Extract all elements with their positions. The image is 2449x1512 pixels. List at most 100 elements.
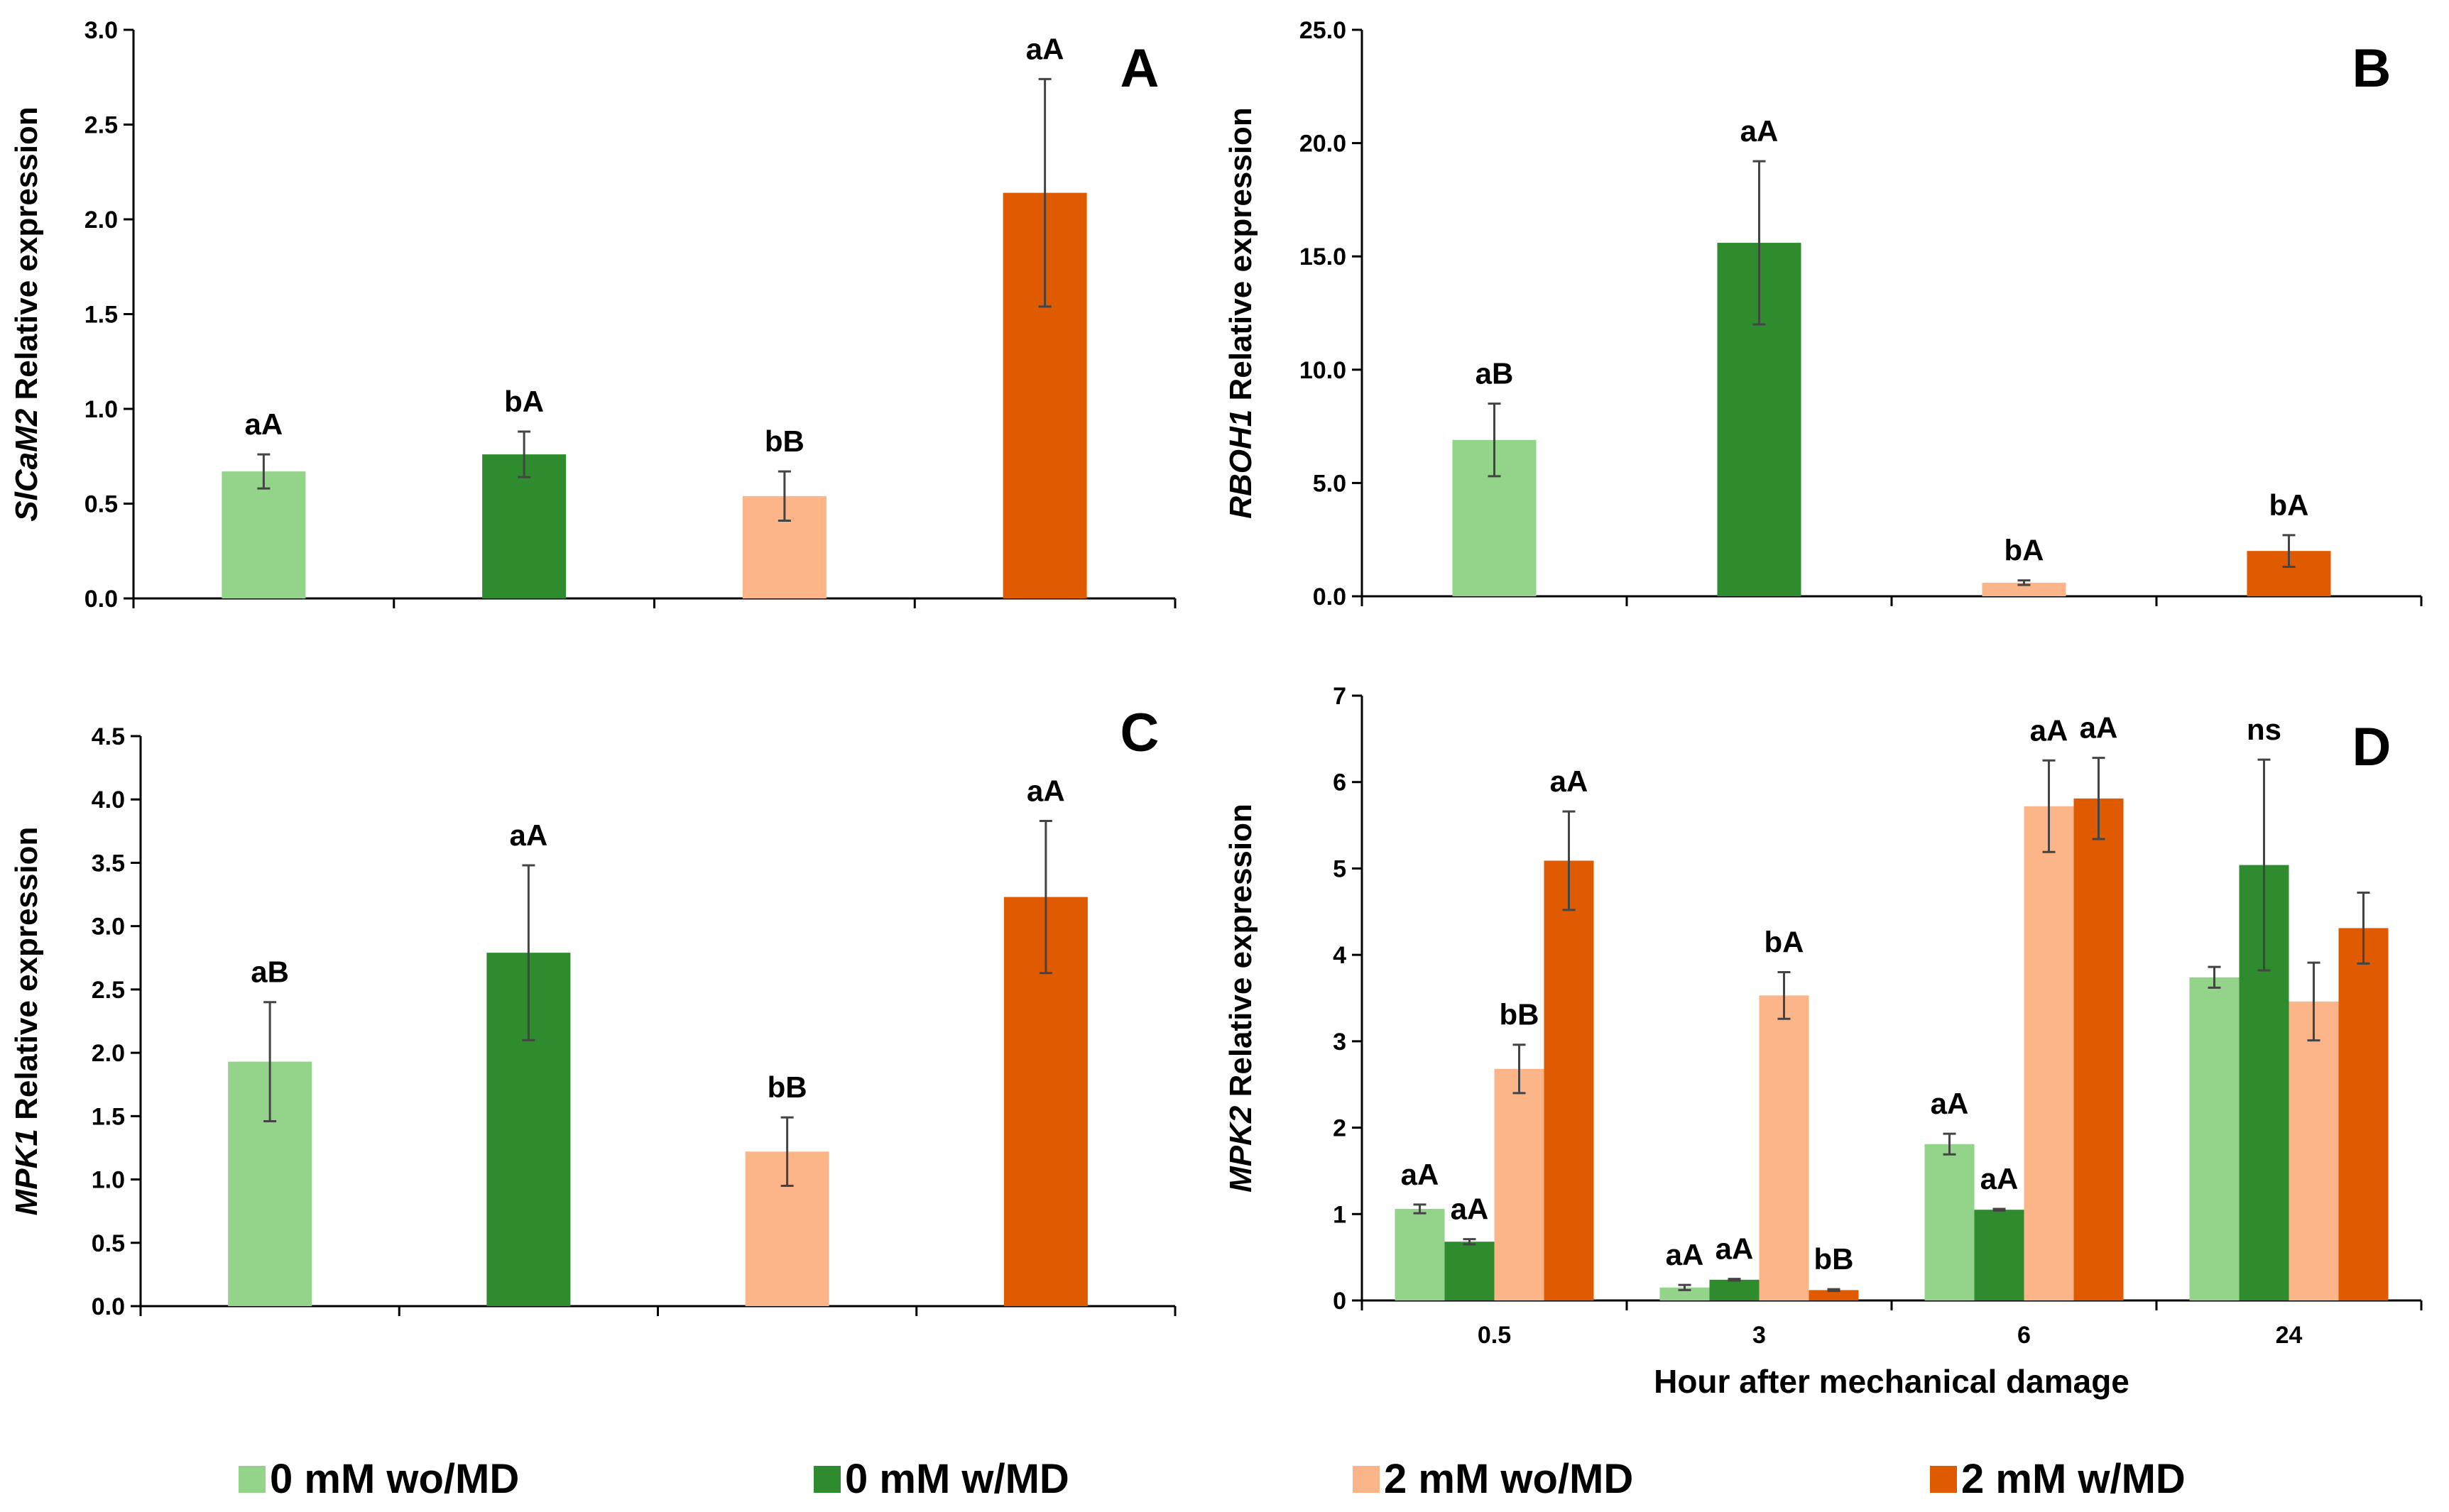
bar <box>1982 582 2066 596</box>
significance-label: aA <box>2080 711 2118 745</box>
significance-label: aA <box>1401 1158 1439 1191</box>
significance-label: aA <box>245 407 283 441</box>
bar <box>2024 806 2074 1300</box>
bar <box>1444 1242 1495 1300</box>
significance-label: aA <box>1740 114 1779 148</box>
legend-swatch <box>239 1466 266 1493</box>
y-tick-label: 25.0 <box>1299 17 1346 44</box>
y-axis-label-gene: SlCaM2 <box>9 408 44 521</box>
y-tick-label: 1.5 <box>92 1103 125 1130</box>
y-tick-label: 2.0 <box>92 1040 125 1067</box>
legend-label: 0 mM wo/MD <box>270 1456 519 1502</box>
x-tick-label: 6 <box>2017 1322 2031 1349</box>
significance-label: aA <box>1026 32 1064 65</box>
significance-label: bB <box>765 424 804 458</box>
y-tick-label: 1.0 <box>84 396 118 423</box>
significance-label: aB <box>1476 357 1514 390</box>
x-tick-label: 0.5 <box>1478 1322 1511 1349</box>
y-tick-label: 5 <box>1333 855 1346 882</box>
y-axis-label: SlCaM2 Relative expression <box>9 106 44 522</box>
y-tick-label: 1.5 <box>84 302 118 329</box>
bar <box>1924 1144 1975 1300</box>
significance-label: ns <box>2247 713 2281 746</box>
significance-label: bA <box>2005 534 2044 567</box>
bar <box>2189 977 2240 1300</box>
y-tick-label: 0.5 <box>84 491 118 518</box>
legend-item: 0 mM w/MD <box>814 1456 1069 1502</box>
y-tick-label: 5.0 <box>1313 470 1346 497</box>
y-axis-label-gene: MPK2 <box>1223 1105 1258 1193</box>
y-tick-label: 3 <box>1333 1029 1346 1056</box>
bar <box>1544 860 1594 1300</box>
y-axis-label: MPK1 Relative expression <box>9 827 44 1216</box>
bar <box>1809 1290 1859 1300</box>
bar <box>1494 1068 1544 1300</box>
legend-label: 2 mM wo/MD <box>1384 1456 1633 1502</box>
legend-swatch <box>814 1466 841 1493</box>
x-tick-label: 3 <box>1752 1322 1766 1349</box>
legend-swatch <box>1930 1466 1957 1493</box>
y-tick-label: 6 <box>1333 769 1346 796</box>
bar <box>1974 1210 2024 1300</box>
bar <box>2073 798 2124 1300</box>
y-tick-label: 1.0 <box>92 1167 125 1194</box>
y-tick-label: 0.0 <box>1313 584 1346 610</box>
significance-label: aA <box>1716 1232 1754 1266</box>
bar <box>482 454 567 598</box>
bar <box>2289 1001 2339 1300</box>
significance-label: aA <box>1451 1193 1489 1226</box>
y-tick-label: 3.5 <box>92 850 125 877</box>
y-axis-label-text: Relative expression <box>1223 804 1258 1106</box>
significance-label: aA <box>1550 765 1588 798</box>
panel-letter: A <box>1120 38 1160 99</box>
y-tick-label: 0.0 <box>92 1293 125 1320</box>
y-tick-label: 10.0 <box>1299 357 1346 384</box>
y-axis-label-gene: MPK1 <box>9 1129 44 1215</box>
significance-label: bA <box>504 385 544 418</box>
significance-label: aB <box>251 955 289 989</box>
x-tick-label: 24 <box>2276 1322 2303 1349</box>
significance-label: aA <box>2030 713 2068 747</box>
y-tick-label: 2 <box>1333 1115 1346 1142</box>
y-tick-label: 3.0 <box>92 914 125 941</box>
y-tick-label: 0.0 <box>84 586 118 613</box>
significance-label: aA <box>1027 774 1065 808</box>
bar <box>1659 1287 1710 1300</box>
bar <box>2338 928 2389 1300</box>
significance-label: bA <box>1765 925 1804 958</box>
significance-label: bB <box>768 1070 807 1104</box>
y-axis-label-gene: RBOH1 <box>1223 410 1258 519</box>
legend-item: 0 mM wo/MD <box>239 1456 519 1502</box>
y-axis-label-text: Relative expression <box>9 827 44 1129</box>
legend-item: 2 mM w/MD <box>1930 1456 2186 1502</box>
y-tick-label: 0.5 <box>92 1230 125 1257</box>
panel-letter: D <box>2352 717 2391 777</box>
y-tick-label: 2.5 <box>84 112 118 139</box>
legend-label: 2 mM w/MD <box>1961 1456 2186 1502</box>
y-tick-label: 4.5 <box>92 723 125 750</box>
significance-label: aA <box>510 818 548 852</box>
y-axis-label-text: Relative expression <box>9 106 44 409</box>
significance-label: bA <box>2269 488 2309 522</box>
y-tick-label: 2.0 <box>84 207 118 234</box>
significance-label: aA <box>1980 1162 2019 1195</box>
y-axis-label-text: Relative expression <box>1223 107 1258 410</box>
panel-c: 0.0 0.5 1.0 1.5 2.0 2.5 3.0 3.5 4.0 4.5 MPK1 Relat… <box>9 703 1177 1320</box>
bar <box>1709 1279 1760 1300</box>
panel-a: 0.0 0.5 1.0 1.5 2.0 2.5 3.0 SlCaM2 Relative exp… <box>9 17 1177 613</box>
x-axis-label: Hour after mechanical damage <box>1654 1363 2129 1400</box>
legend-label: 0 mM w/MD <box>845 1456 1069 1502</box>
y-tick-label: 0 <box>1333 1288 1346 1315</box>
y-tick-label: 4.0 <box>92 787 125 813</box>
significance-label: bB <box>1814 1242 1854 1276</box>
bar <box>1759 995 1809 1300</box>
y-tick-label: 2.5 <box>92 977 125 1004</box>
panel-letter: B <box>2352 38 2391 99</box>
y-tick-label: 1 <box>1333 1201 1346 1228</box>
y-axis-label: MPK2 Relative expression <box>1223 804 1258 1193</box>
y-tick-label: 15.0 <box>1299 243 1346 270</box>
y-tick-label: 4 <box>1333 942 1346 969</box>
panel-letter: C <box>1120 703 1160 763</box>
y-tick-label: 7 <box>1333 683 1346 710</box>
